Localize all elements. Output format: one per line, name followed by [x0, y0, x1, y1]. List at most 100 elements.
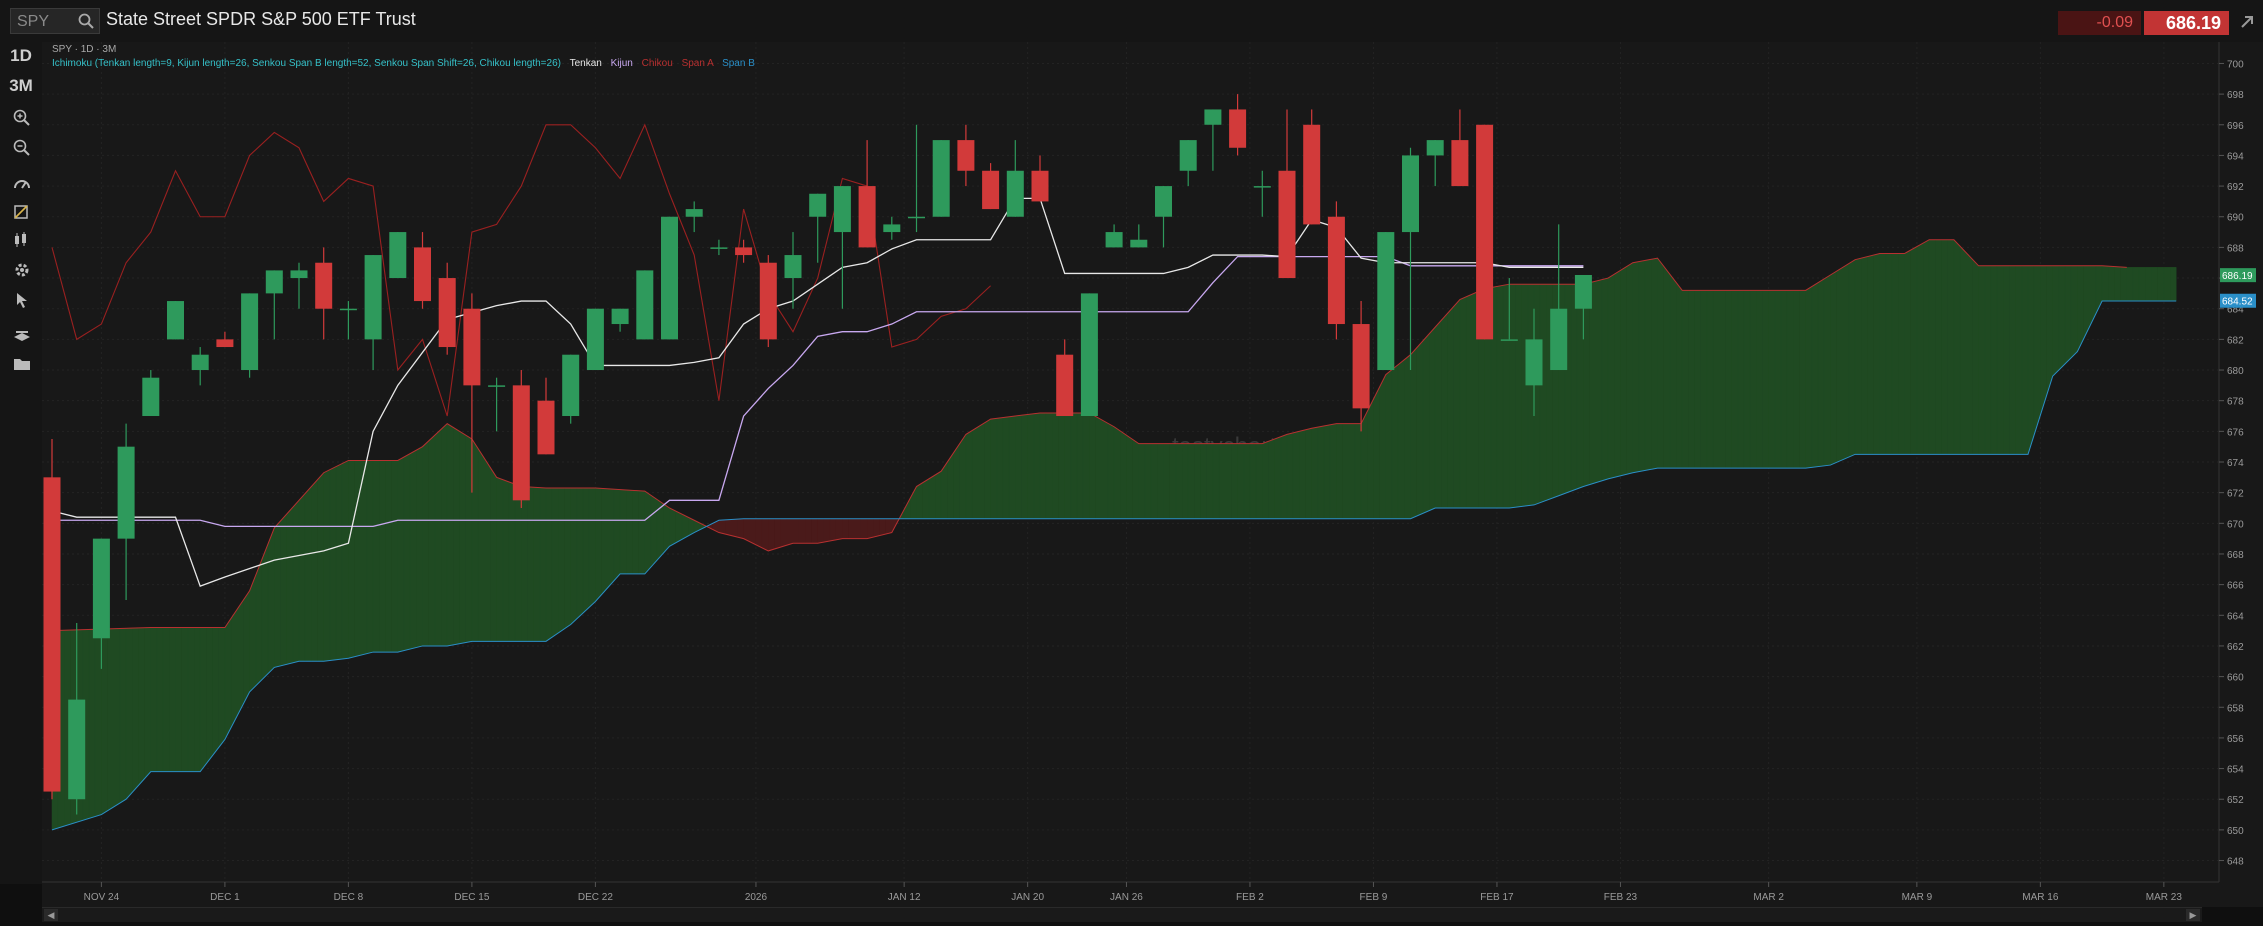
cloud-segment-bullish: [607, 488, 615, 589]
cloud-segment-bullish: [1539, 283, 1547, 503]
cloud-segment-bullish: [199, 627, 207, 773]
cloud-segment-bullish: [922, 478, 930, 519]
range-button[interactable]: 3M: [9, 76, 33, 95]
gear-icon[interactable]: [12, 260, 32, 280]
cloud-segment-bearish: [829, 518, 837, 542]
cloud-segment-bullish: [1576, 283, 1584, 490]
candle-body-up: [636, 270, 654, 340]
cloud-segment-bullish: [280, 513, 287, 667]
cloud-segment-bullish: [681, 513, 689, 540]
cloud-segment-bullish: [1163, 443, 1170, 519]
candle-body-up: [809, 193, 827, 217]
cloud-segment-bullish: [403, 453, 411, 651]
cloud-segment-bullish: [527, 486, 534, 642]
cloud-segment-bearish: [798, 518, 806, 544]
cloud-segment-bullish: [459, 430, 466, 644]
cloud-segment-bullish: [1786, 290, 1794, 469]
candles: [43, 94, 1592, 815]
drawing-icon[interactable]: [12, 202, 32, 222]
timeframe-button[interactable]: 1D: [10, 46, 32, 65]
cloud-segment-bullish: [94, 628, 102, 817]
cloud-segment-bullish: [2151, 267, 2158, 302]
popout-icon[interactable]: [2238, 13, 2256, 31]
cursor-icon[interactable]: [12, 290, 32, 310]
cloud-segment-bullish: [1132, 438, 1140, 519]
zoom-out-icon[interactable]: [12, 138, 32, 158]
cloud-segment-bullish: [1651, 257, 1658, 470]
cloud-segment-bullish: [2169, 267, 2177, 302]
x-tick-label: FEB 17: [1480, 892, 1514, 903]
cloud-segment-bearish: [768, 518, 775, 552]
cloud-segment-bullish: [1107, 422, 1115, 519]
cloud-segment-bullish: [1731, 290, 1739, 469]
ichimoku-chart[interactable]: tastycharts 6486506526546566586606626646…: [42, 42, 2263, 907]
cloud-segment-bullish: [1694, 290, 1701, 469]
cloud-segment-bullish: [311, 478, 318, 662]
cloud-segment-bullish: [156, 627, 164, 772]
cloud-segment-bullish: [255, 559, 263, 687]
cloud-segment-bullish: [366, 460, 374, 654]
cloud-segment-bullish: [1805, 286, 1813, 469]
cloud-segment-bullish: [1959, 245, 1967, 455]
cloud-segment-bullish: [1410, 347, 1417, 520]
cloud-segment-bullish: [1879, 253, 1887, 455]
cloud-segment-bullish: [1830, 270, 1837, 466]
cloud-segment-bullish: [1743, 290, 1751, 469]
candle-body-up: [1574, 274, 1592, 309]
candle-body-down: [414, 247, 431, 302]
cloud-segment-bullish: [978, 422, 985, 519]
time-scrollbar[interactable]: ◀ ▶: [42, 907, 2202, 922]
cloud-segment-bullish: [558, 487, 565, 634]
cloud-segment-bullish: [1311, 426, 1319, 519]
cloud-segment-bullish: [1737, 290, 1745, 469]
cloud-segment-bullish: [521, 486, 528, 642]
cloud-segment-bullish: [1749, 290, 1757, 469]
cloud-segment-bullish: [243, 589, 250, 704]
cloud-segment-bearish: [854, 518, 862, 539]
cloud-segment-bullish: [1990, 265, 1998, 455]
y-tick-label: 676: [2227, 427, 2244, 438]
cloud-segment-bullish: [1793, 290, 1800, 469]
cloud-segment-bullish: [1342, 423, 1349, 519]
x-tick-label: DEC 15: [454, 892, 489, 903]
scroll-right-arrow[interactable]: ▶: [2186, 909, 2200, 921]
candles-icon[interactable]: [12, 230, 32, 250]
cloud-segment-bullish: [298, 492, 306, 662]
cloud-segment-bullish: [1144, 443, 1152, 519]
cloud-segment-bullish: [212, 627, 219, 757]
cloud-segment-bullish: [564, 487, 571, 630]
cloud-segment-bullish: [1533, 283, 1541, 506]
candle-body-up: [1500, 339, 1518, 341]
cloud-segment-bullish: [1953, 239, 1961, 455]
gauge-icon[interactable]: [12, 174, 32, 194]
scroll-left-arrow[interactable]: ◀: [44, 909, 58, 921]
cloud-segment-bullish: [237, 599, 244, 716]
folder-icon[interactable]: [12, 354, 32, 374]
cloud-segment-bearish: [823, 518, 831, 543]
cloud-segment-bullish: [1317, 425, 1325, 519]
y-tick-label: 674: [2227, 458, 2244, 469]
cloud-segment-bullish: [1194, 443, 1201, 519]
candle-body-down: [957, 140, 975, 171]
cloud-segment-bullish: [1700, 290, 1708, 469]
cloud-segment-bullish: [1299, 429, 1306, 519]
cloud-segment-bullish: [965, 430, 973, 519]
cloud-segment-bullish: [588, 487, 596, 608]
cloud-segment-bullish: [1015, 414, 1022, 519]
cloud-segment-bullish: [1688, 290, 1695, 469]
cloud-segment-bullish: [1360, 411, 1368, 519]
candle-body-up: [784, 255, 802, 279]
price-change: -0.09: [2096, 14, 2133, 31]
layers-icon[interactable]: [12, 324, 32, 344]
y-tick-label: 658: [2227, 703, 2244, 714]
cloud-segment-bullish: [1527, 283, 1535, 506]
cloud-segment-bullish: [1243, 443, 1251, 519]
symbol-search-input[interactable]: SPY: [10, 8, 100, 34]
cloud-segment-bullish: [669, 507, 676, 547]
candle-body-up: [1105, 232, 1123, 248]
cloud-segment-bearish: [724, 519, 732, 536]
cloud-segment-bullish: [1657, 257, 1664, 469]
cloud-segment-bullish: [1237, 443, 1245, 519]
zoom-in-icon[interactable]: [12, 108, 32, 128]
cloud-segment-bullish: [119, 628, 127, 804]
